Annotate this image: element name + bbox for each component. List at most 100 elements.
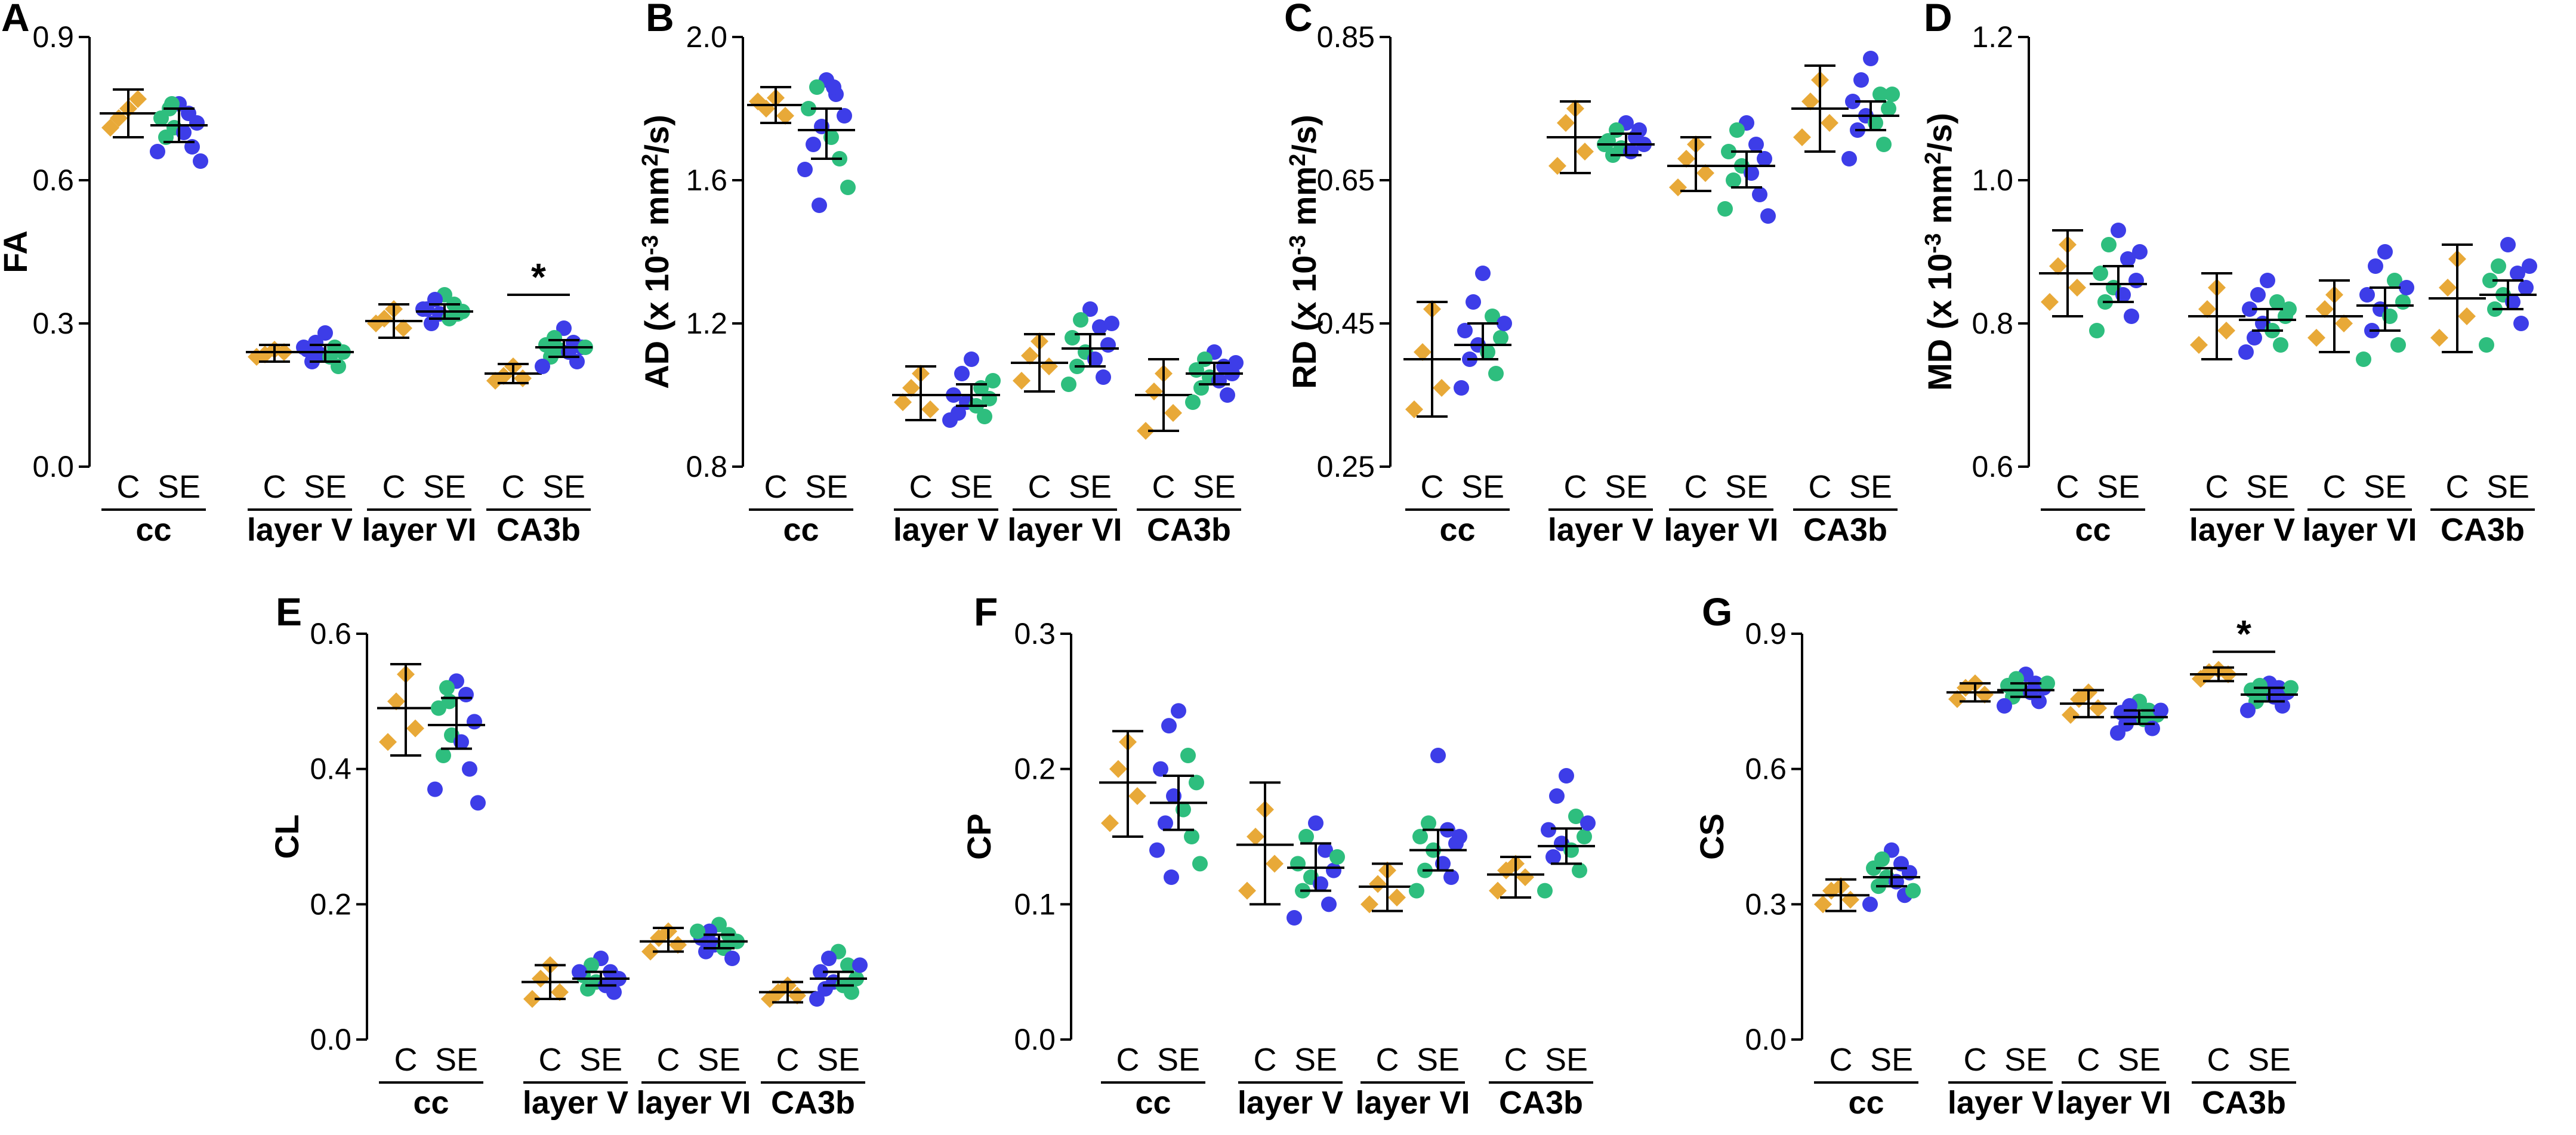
data-point-se-blue [1863,51,1878,66]
data-point-control [1405,400,1423,418]
data-point-se-green [1185,394,1201,410]
x-category-label: C [1254,1042,1277,1078]
data-point-control [2439,279,2457,297]
data-point-control [1145,383,1163,400]
data-point-se-green [1572,862,1587,878]
data-point-se-blue [317,325,333,341]
data-point-control [1137,422,1155,440]
group-se [572,951,630,1000]
group-control [892,365,949,421]
data-point-control [1109,760,1127,778]
data-point-se-green [2479,337,2494,353]
group-control [2429,243,2486,353]
data-point-control [1814,895,1832,914]
data-point-se-blue [826,79,841,95]
data-point-se-blue [2399,280,2414,295]
data-point-se-green [1298,829,1314,844]
x-category-label: C [2056,469,2080,505]
x-category-label: SE [1157,1042,1200,1078]
x-category-label: SE [2486,469,2529,505]
data-point-se-green [1065,330,1080,346]
y-tick-label: 0.6 [1745,752,1787,786]
group-se [427,673,486,811]
group-control [1403,300,1461,418]
data-point-control [1821,114,1838,132]
x-category-label: C [502,469,525,505]
group-control [2306,279,2363,353]
group-se [797,72,856,213]
data-point-control [1369,875,1387,893]
data-point-control [2089,699,2107,717]
region-label: layer VI [2302,512,2417,548]
y-tick-label: 0.6 [1972,450,2013,483]
group-control [1099,730,1156,838]
data-point-se-blue [2110,725,2125,741]
panel-letter: F [974,590,998,634]
group-se [1287,815,1345,926]
data-point-control [1247,828,1264,846]
data-point-se-blue [462,761,477,777]
group-se [1454,266,1512,396]
data-point-se-green [1729,122,1745,138]
region-label: layer V [523,1085,628,1121]
group-control [1547,100,1604,175]
data-point-se-blue [1845,94,1861,109]
data-point-se-blue [458,687,474,702]
data-point-se-green [982,391,997,406]
data-point-se-green [1726,172,1741,188]
data-point-control [367,314,385,332]
data-point-se-green [2387,273,2402,288]
data-point-se-green [1412,829,1428,844]
data-point-se-green [2089,323,2105,338]
x-category-label: SE [1417,1042,1460,1078]
data-point-se-green [2395,294,2411,310]
data-point-se-blue [1760,208,1776,224]
data-point-se-green [1537,883,1553,899]
data-point-se-blue [2518,280,2534,295]
region-label: layer V [1238,1085,1343,1121]
data-point-se-blue [2510,266,2525,281]
region-label: layer V [893,512,999,548]
y-tick-label: 0.8 [1972,307,2013,340]
data-point-se-blue [1457,323,1473,338]
x-category-label: C [1116,1042,1140,1078]
panel-b: B 0.8 1.2 1.6 2.0 AD (x 10-3 mm2/s) C SE C SE C SE C… [638,0,1244,548]
y-tick-label: 0.6 [32,164,74,197]
data-point-se-blue [1082,301,1098,317]
group-control [759,976,816,1008]
panel-d: D 0.6 0.8 1.0 1.2 MD (x 10-3 mm2/s) C SE C SE C SE C… [1921,0,2537,548]
x-category-label: C [1830,1042,1853,1078]
y-tick-label: 0.0 [1745,1023,1787,1056]
data-point-se-blue [1452,829,1467,844]
group-se [2479,237,2537,353]
data-point-se-blue [797,162,813,177]
x-category-label: SE [1069,469,1112,505]
data-point-se-green [844,984,859,1000]
data-point-se-blue [1171,703,1186,719]
data-point-control [1433,379,1451,397]
data-point-se-blue [1287,910,1302,926]
x-category-label: SE [435,1042,478,1078]
data-point-se-green [2356,351,2371,367]
data-point-control [2041,293,2059,311]
group-se [415,287,473,331]
group-control [640,922,697,961]
group-se [809,943,868,1007]
data-point-se-green [690,923,705,939]
region-label: layer VI [1355,1085,1470,1121]
data-point-se-green [1180,748,1196,763]
data-point-se-blue [1096,369,1111,385]
data-point-control [2217,322,2235,340]
region-label: CA3b [1499,1085,1583,1121]
data-point-control [902,379,920,397]
data-point-se-blue [427,781,443,797]
x-category-label: C [776,1042,800,1078]
data-point-control [1128,787,1146,805]
data-point-se-blue [1164,869,1179,885]
data-point-se-blue [1443,869,1459,885]
x-category-label: C [909,469,933,505]
panel-letter: G [1702,590,1732,634]
data-point-control [1576,143,1594,161]
y-tick-label: 0.6 [310,617,351,650]
data-point-se-blue [1997,698,2012,714]
